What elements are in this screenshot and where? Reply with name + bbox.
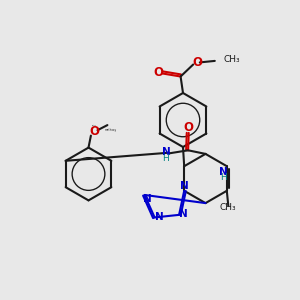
Text: H: H xyxy=(220,172,226,182)
Text: N: N xyxy=(178,209,188,219)
Text: N: N xyxy=(161,147,170,157)
Text: O: O xyxy=(192,56,202,70)
Text: N: N xyxy=(142,194,152,204)
Text: methoxy: methoxy xyxy=(104,128,116,132)
Text: CH₃: CH₃ xyxy=(223,56,240,64)
Text: methyl: methyl xyxy=(92,124,97,126)
Text: H: H xyxy=(163,154,169,163)
Text: N: N xyxy=(219,167,228,177)
Text: O: O xyxy=(153,66,163,79)
Text: O: O xyxy=(184,121,194,134)
Text: O: O xyxy=(90,125,100,139)
Text: N: N xyxy=(155,212,164,222)
Text: N: N xyxy=(180,181,189,191)
Text: CH₃: CH₃ xyxy=(220,203,237,212)
